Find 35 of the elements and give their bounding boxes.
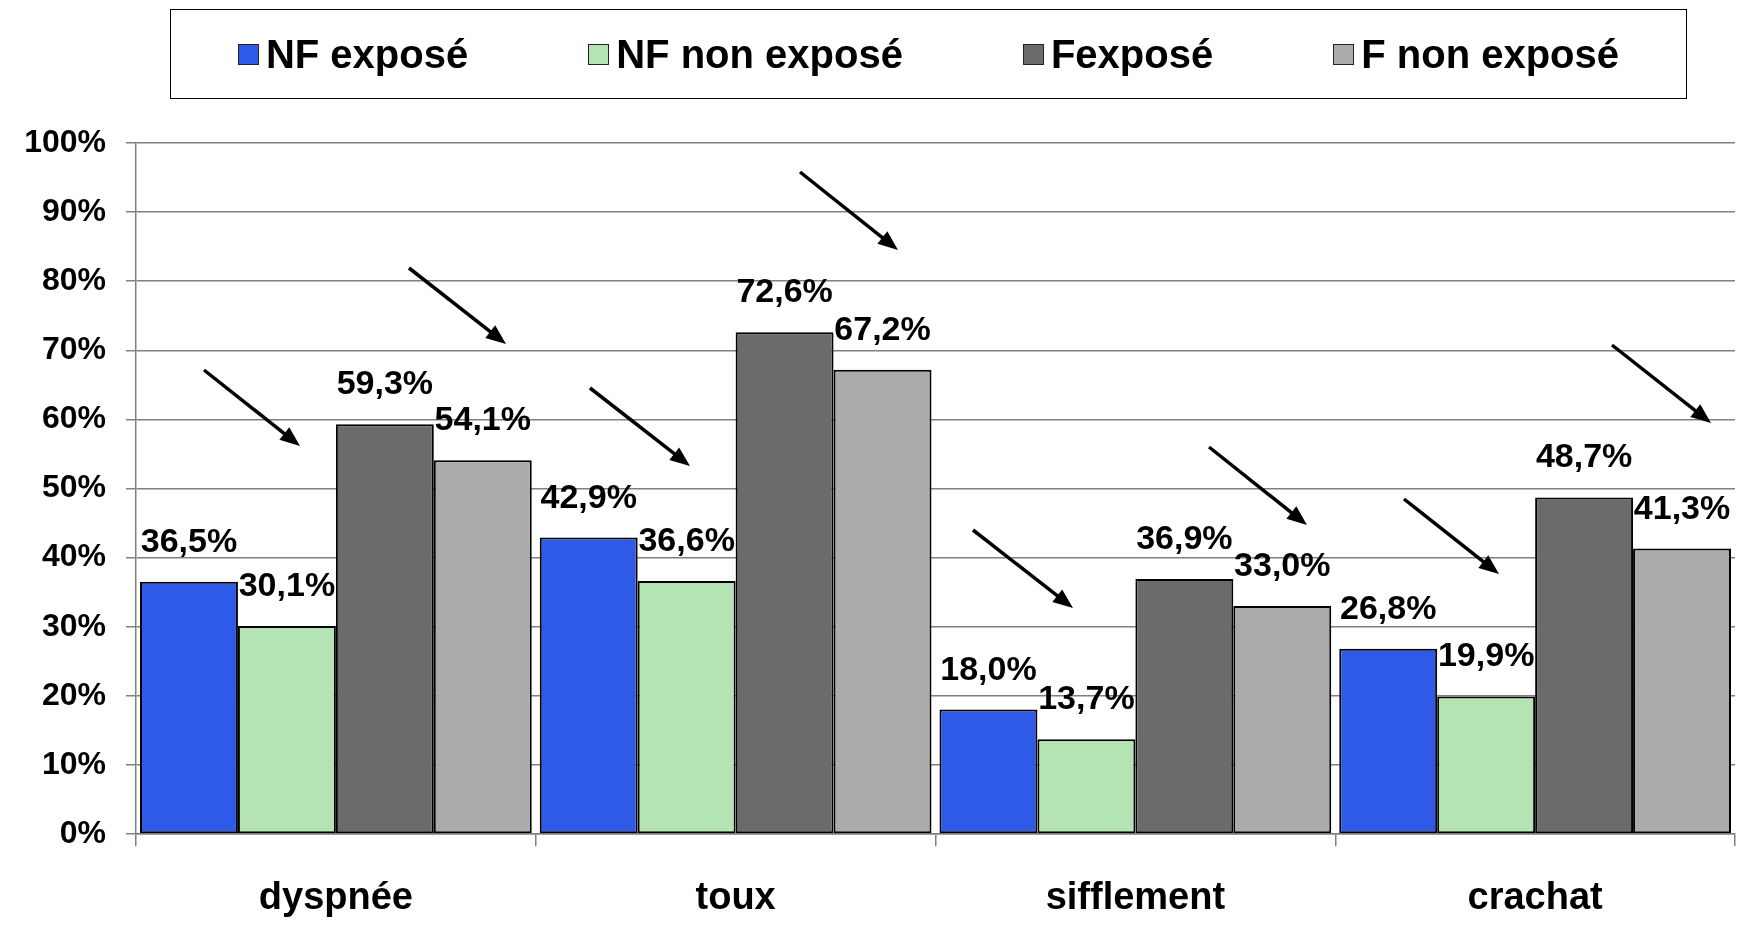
legend-label: Fexposé xyxy=(1050,31,1214,77)
data-label: 36,9% xyxy=(1136,518,1233,557)
y-tick-label: 10% xyxy=(41,744,106,781)
data-label: 42,9% xyxy=(540,476,637,515)
y-tick-label: 0% xyxy=(59,813,106,850)
data-label: 18,0% xyxy=(940,648,1037,687)
y-tick-label: 30% xyxy=(41,606,106,643)
y-tick-label: 100% xyxy=(24,122,106,159)
data-label: 48,7% xyxy=(1535,436,1633,475)
y-tick-label: 80% xyxy=(41,261,106,298)
data-label: 19,9% xyxy=(1437,635,1535,674)
x-tick-label: dyspnée xyxy=(258,875,413,918)
x-tick-label: crachat xyxy=(1467,875,1604,918)
data-label: 67,2% xyxy=(834,308,931,347)
data-label: 30,1% xyxy=(238,565,336,604)
y-tick-label: 70% xyxy=(41,330,106,367)
data-label: 36,6% xyxy=(638,520,735,559)
x-tick-label: sifflement xyxy=(1045,875,1226,918)
data-label: 36,5% xyxy=(140,520,238,559)
y-tick-label: 60% xyxy=(41,399,106,436)
legend-label: NF exposé xyxy=(265,31,469,77)
y-tick-label: 40% xyxy=(41,537,106,574)
data-label: 26,8% xyxy=(1340,587,1437,626)
data-label: 59,3% xyxy=(336,363,434,402)
y-tick-label: 20% xyxy=(41,675,106,712)
legend-label: NF non exposé xyxy=(616,31,903,77)
y-tick-label: 90% xyxy=(41,191,106,228)
data-label: 13,7% xyxy=(1038,678,1135,717)
data-label: 33,0% xyxy=(1234,544,1331,583)
data-label: 72,6% xyxy=(736,271,833,310)
legend-label: F non exposé xyxy=(1361,31,1620,77)
x-tick-label: toux xyxy=(695,875,776,918)
data-label: 54,1% xyxy=(434,399,531,438)
y-tick-label: 50% xyxy=(41,468,106,505)
data-label: 41,3% xyxy=(1633,487,1731,526)
